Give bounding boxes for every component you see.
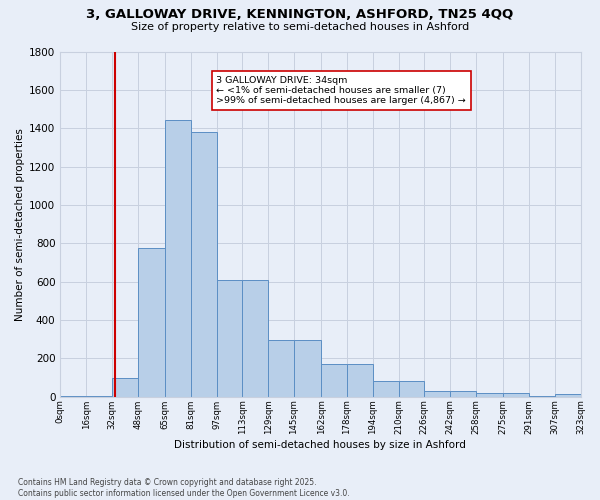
Bar	[217, 280, 242, 397]
Bar	[503, 394, 529, 397]
Bar	[321, 364, 347, 397]
Text: Contains HM Land Registry data © Crown copyright and database right 2025.
Contai: Contains HM Land Registry data © Crown c…	[18, 478, 350, 498]
Bar	[165, 120, 191, 397]
Bar	[347, 364, 373, 397]
Bar	[191, 132, 217, 397]
Text: 3 GALLOWAY DRIVE: 34sqm
← <1% of semi-detached houses are smaller (7)
>99% of se: 3 GALLOWAY DRIVE: 34sqm ← <1% of semi-de…	[217, 76, 466, 106]
Bar	[398, 382, 424, 397]
Bar	[294, 340, 321, 397]
Bar	[268, 340, 294, 397]
Bar	[555, 394, 581, 397]
Bar	[137, 248, 165, 397]
Y-axis label: Number of semi-detached properties: Number of semi-detached properties	[15, 128, 25, 320]
X-axis label: Distribution of semi-detached houses by size in Ashford: Distribution of semi-detached houses by …	[175, 440, 466, 450]
Bar	[424, 392, 450, 397]
Bar	[242, 280, 268, 397]
Text: Size of property relative to semi-detached houses in Ashford: Size of property relative to semi-detach…	[131, 22, 469, 32]
Text: 3, GALLOWAY DRIVE, KENNINGTON, ASHFORD, TN25 4QQ: 3, GALLOWAY DRIVE, KENNINGTON, ASHFORD, …	[86, 8, 514, 20]
Bar	[450, 392, 476, 397]
Bar	[373, 382, 398, 397]
Bar	[86, 396, 112, 397]
Bar	[476, 394, 503, 397]
Bar	[112, 378, 137, 397]
